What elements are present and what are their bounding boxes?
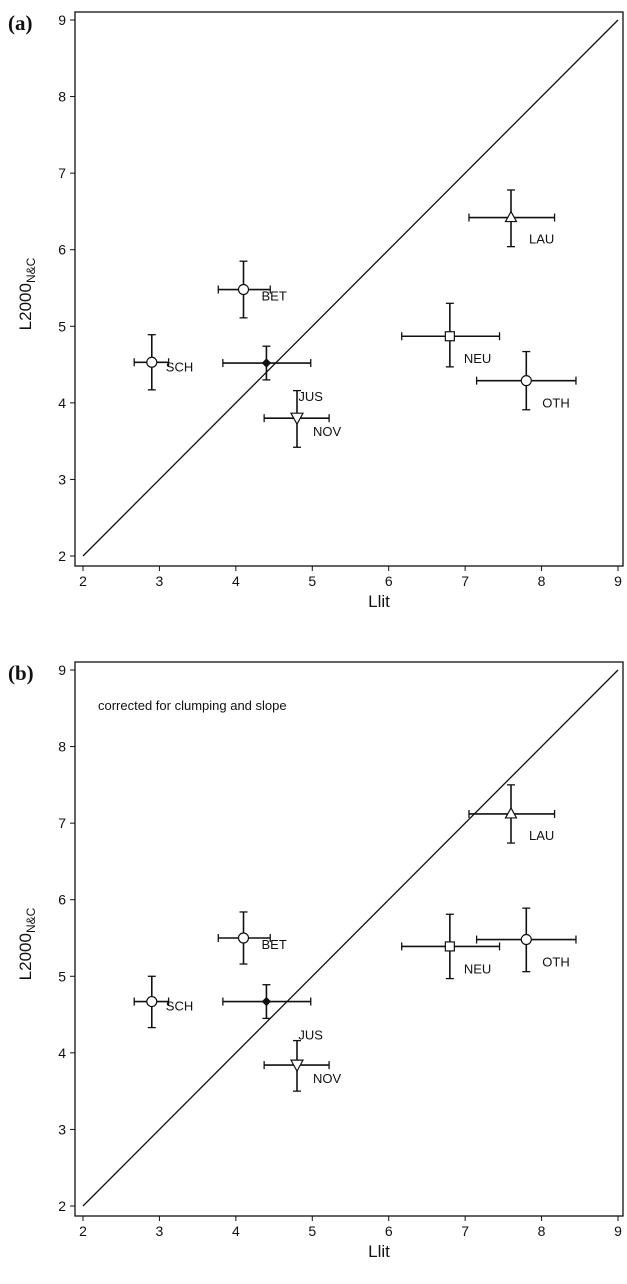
data-point: LAU — [468, 784, 556, 844]
y-tick-label: 5 — [58, 318, 66, 334]
y-tick-label: 7 — [58, 165, 66, 181]
x-tick-label: 3 — [156, 573, 164, 589]
data-point: JUS — [222, 345, 323, 404]
y-tick-label: 9 — [58, 12, 66, 28]
x-tick-label: 7 — [461, 1223, 469, 1239]
y-tick-label: 7 — [58, 815, 66, 831]
one-to-one-line — [82, 19, 619, 557]
panel-label: (b) — [8, 661, 34, 685]
point-label: SCH — [166, 359, 193, 374]
point-label: SCH — [166, 999, 193, 1014]
triangle-up-marker — [504, 210, 518, 223]
triangle-up-marker — [504, 806, 518, 819]
y-tick-label: 4 — [58, 1045, 66, 1061]
plot-frame — [74, 661, 624, 1217]
chart-panel: (b) corrected for clumping and slope 2 3 4 5 6… — [8, 661, 624, 1261]
data-point: SCH — [133, 334, 193, 391]
y-axis-label: L2000N&C — [16, 257, 38, 330]
x-tick-label: 4 — [232, 573, 240, 589]
x-tick-label: 7 — [461, 573, 469, 589]
data-point: NEU — [401, 913, 501, 980]
y-axis-label-subscript: N&C — [24, 257, 38, 283]
chart-panel: (a) 2 3 4 5 6 7 8 9 2 3 4 5 6 7 8 9 Llit L2000N&C SCH BET JUS… — [8, 11, 624, 611]
point-label: LAU — [529, 232, 554, 247]
y-tick-label: 8 — [58, 89, 66, 105]
y-tick-label: 8 — [58, 739, 66, 755]
point-label: NOV — [313, 424, 342, 439]
point-label: OTH — [542, 955, 569, 970]
point-label: NEU — [464, 351, 491, 366]
circle-marker — [146, 356, 158, 368]
y-tick-label: 5 — [58, 968, 66, 984]
x-tick-label: 5 — [308, 573, 316, 589]
point-label: LAU — [529, 828, 554, 843]
y-axis-label-main: L2000 — [16, 283, 35, 330]
circle-marker — [237, 932, 250, 944]
data-point: NOV — [263, 389, 342, 448]
data-point: OTH — [475, 350, 577, 411]
x-tick-label: 2 — [79, 1223, 87, 1239]
x-tick-label: 2 — [79, 573, 87, 589]
y-axis-label-main: L2000 — [16, 933, 35, 980]
y-tick-label: 4 — [58, 395, 66, 411]
triangle-down-marker — [289, 412, 305, 426]
square-marker — [444, 331, 455, 342]
data-point: BET — [217, 911, 287, 965]
x-tick-label: 6 — [385, 573, 393, 589]
x-tick-label: 8 — [538, 1223, 546, 1239]
plot-frame — [74, 11, 624, 567]
circle-marker — [520, 375, 532, 387]
diamond-marker — [261, 996, 272, 1007]
data-point: BET — [217, 260, 287, 319]
x-tick-label: 6 — [385, 1223, 393, 1239]
y-tick-label: 2 — [58, 1198, 66, 1214]
x-tick-label: 3 — [156, 1223, 164, 1239]
data-point: SCH — [133, 975, 193, 1029]
data-point: NEU — [401, 302, 501, 368]
point-label: JUS — [298, 1028, 323, 1043]
circle-marker — [520, 933, 532, 946]
circle-marker — [146, 995, 158, 1008]
x-axis-label: Llit — [368, 592, 390, 611]
y-tick-label: 2 — [58, 548, 66, 564]
y-axis-label: L2000N&C — [16, 907, 38, 980]
x-tick-label: 9 — [614, 1223, 622, 1239]
y-tick-label: 3 — [58, 471, 66, 487]
data-point: JUS — [222, 984, 323, 1043]
data-point: OTH — [475, 907, 577, 973]
y-tick-label: 9 — [58, 662, 66, 678]
x-tick-label: 9 — [614, 573, 622, 589]
point-label: BET — [262, 289, 287, 304]
x-tick-label: 8 — [538, 573, 546, 589]
y-tick-label: 3 — [58, 1121, 66, 1137]
circle-marker — [237, 283, 250, 296]
y-axis-label-subscript: N&C — [24, 907, 38, 933]
point-label: BET — [262, 937, 287, 952]
point-label: NOV — [313, 1071, 342, 1086]
point-label: JUS — [298, 389, 323, 404]
square-marker — [444, 941, 455, 952]
annotation-text: corrected for clumping and slope — [98, 698, 287, 713]
panel-label: (a) — [8, 11, 33, 35]
x-tick-label: 5 — [308, 1223, 316, 1239]
one-to-one-line — [82, 669, 619, 1207]
x-axis-label: Llit — [368, 1242, 390, 1261]
diamond-marker — [261, 358, 272, 368]
point-label: NEU — [464, 961, 491, 976]
point-label: OTH — [542, 396, 569, 411]
triangle-down-marker — [289, 1059, 305, 1073]
data-point: NOV — [263, 1039, 342, 1092]
x-tick-label: 4 — [232, 1223, 240, 1239]
y-tick-label: 6 — [58, 242, 66, 258]
data-point: LAU — [468, 189, 556, 248]
y-tick-label: 6 — [58, 892, 66, 908]
